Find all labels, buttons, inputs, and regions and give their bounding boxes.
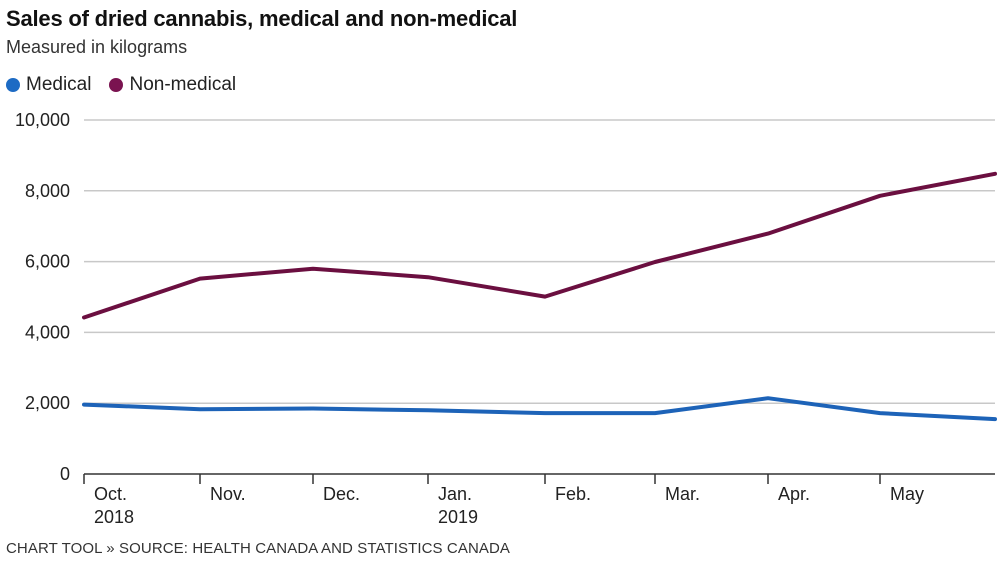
y-tick-label: 0: [60, 464, 70, 484]
legend-label-non-medical: Non-medical: [129, 74, 237, 95]
y-tick-label: 6,000: [25, 252, 70, 272]
x-tick-label: Apr.: [778, 484, 810, 504]
y-tick-label: 4,000: [25, 322, 70, 342]
y-tick-label: 8,000: [25, 181, 70, 201]
source-note: CHART TOOL » SOURCE: HEALTH CANADA AND S…: [6, 540, 511, 557]
x-axis: Oct. 2018 Nov. Dec. Jan. 2019 Feb. Mar. Apr. May: [83, 473, 995, 527]
gridlines: [84, 119, 995, 404]
x-tick-label: Feb.: [555, 484, 591, 504]
x-tick-label: Mar.: [665, 484, 700, 504]
x-tick-label: May: [890, 484, 924, 504]
legend-item-non-medical: Non-medical: [109, 74, 236, 96]
series-lines: [82, 171, 997, 422]
y-tick-label: 10,000: [15, 110, 70, 130]
legend-label-medical: Medical: [26, 74, 92, 95]
series-line-medical: [82, 396, 997, 422]
legend-swatch-medical: [6, 78, 20, 92]
series-line-non-medical: [82, 171, 997, 320]
legend-swatch-non-medical: [109, 78, 124, 92]
y-axis: 0 2,000 4,000 6,000 8,000 10,000: [15, 110, 70, 484]
x-tick-label: Dec.: [323, 484, 360, 504]
x-tick-label-year: 2018: [94, 507, 134, 527]
y-tick-label: 2,000: [25, 393, 70, 413]
chart-subtitle: Measured in kilograms: [6, 37, 188, 57]
legend: Medical Non-medical: [6, 74, 254, 96]
x-tick-label-year: 2019: [438, 507, 478, 527]
x-tick-label: Oct.: [94, 484, 127, 504]
x-tick-label: Jan.: [438, 484, 472, 504]
x-tick-label: Nov.: [210, 484, 246, 504]
chart-title: Sales of dried cannabis, medical and non…: [6, 6, 518, 31]
legend-item-medical: Medical: [6, 74, 91, 96]
